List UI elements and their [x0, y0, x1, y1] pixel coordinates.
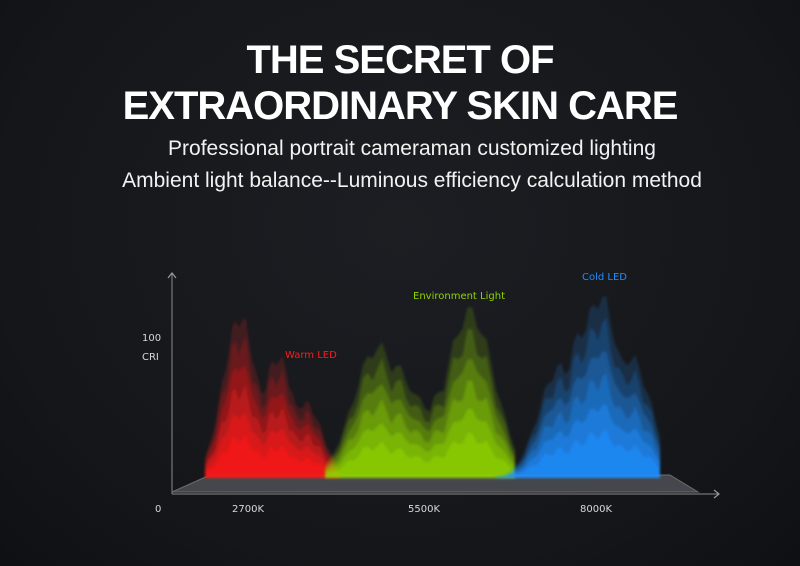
series-label-environment-light: Environment Light [413, 291, 505, 302]
x-tick-label: 8000K [580, 504, 612, 515]
series-cold-led [495, 296, 660, 478]
series-environment-light [325, 307, 515, 478]
origin-label: 0 [155, 504, 161, 515]
subtitle-line-2: Ambient light balance--Luminous efficien… [122, 169, 702, 192]
subtitle-line-1: Professional portrait cameraman customiz… [168, 137, 656, 160]
spectrum-layer [205, 434, 340, 478]
y-axis-label: CRI [142, 352, 159, 363]
y-tick-100: 100 [142, 333, 161, 344]
series-label-warm-led: Warm LED [285, 350, 337, 361]
series-label-cold-led: Cold LED [582, 272, 627, 283]
spectrum-layer [325, 432, 515, 478]
headline-line-2: EXTRAORDINARY SKIN CARE [122, 84, 679, 128]
x-tick-label: 5500K [408, 504, 440, 515]
series-warm-led [205, 316, 340, 478]
x-tick-label: 2700K [232, 504, 264, 515]
headline-line-1: THE SECRET OF [246, 38, 554, 82]
spectrum-layer [495, 428, 660, 478]
series-layer [205, 296, 660, 478]
